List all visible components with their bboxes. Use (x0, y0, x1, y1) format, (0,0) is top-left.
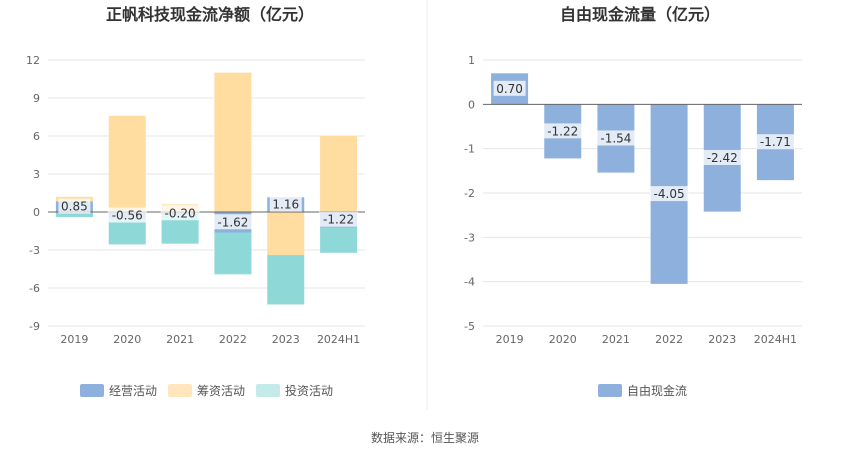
left-bar-investing (55, 212, 93, 218)
right-data-label: -2.42 (707, 151, 738, 165)
right-xtick-label: 2024H1 (754, 333, 797, 346)
left-bar-investing (214, 232, 252, 275)
left-data-label: 0.85 (61, 200, 88, 214)
legend-label-fcf: 自由现金流 (627, 383, 687, 398)
left-xtick-label: 2020 (113, 333, 141, 346)
right-chart-title: 自由现金流量（亿元） (560, 5, 720, 24)
legend-label-investing: 投资活动 (285, 383, 333, 398)
left-data-label-bg (213, 214, 253, 230)
legend-label-operating: 经营活动 (109, 384, 157, 398)
left-ytick-label: -9 (29, 320, 40, 333)
left-data-label: -1.62 (217, 215, 248, 229)
right-chart-legend: 自由现金流 (598, 383, 687, 398)
legend-item-fcf[interactable]: 自由现金流 (598, 383, 687, 398)
left-bar-investing (320, 227, 358, 253)
legend-item-operating[interactable]: 经营活动 (80, 384, 157, 398)
right-xtick-label: 2020 (549, 333, 577, 346)
left-bar-investing (267, 255, 305, 305)
left-xtick-label: 2023 (272, 333, 300, 346)
legend-item-financing[interactable]: 筹资活动 (168, 384, 245, 398)
right-data-label: -1.71 (760, 135, 791, 149)
right-data-label-bg (543, 123, 583, 139)
left-bar-financing (320, 136, 358, 212)
right-xtick-label: 2022 (655, 333, 683, 346)
left-data-label-bg (319, 211, 359, 227)
left-ytick-label: -6 (29, 282, 40, 295)
right-ytick-label: 1 (468, 54, 475, 67)
left-ytick-label: 12 (26, 54, 40, 67)
right-data-label-bg (596, 130, 636, 146)
left-data-label-bg (58, 198, 91, 214)
data-source: 数据来源：恒生聚源 (371, 430, 479, 445)
left-data-label-bg (269, 196, 302, 212)
left-data-label: -0.20 (165, 206, 196, 220)
left-data-label-bg (107, 207, 147, 223)
left-bar-investing (108, 219, 146, 245)
right-ytick-label: -2 (464, 187, 475, 200)
left-ytick-label: 3 (33, 168, 40, 181)
left-data-label: -1.22 (323, 213, 354, 227)
legend-swatch-financing (168, 384, 192, 397)
left-bar-financing (214, 72, 252, 213)
left-xtick-label: 2021 (166, 333, 194, 346)
left-chart-plot: 12 9 6 3 0 -3 -6 -9 2019 2020 2021 2022 2023 2024H1 0.… (26, 54, 365, 346)
left-data-label: -0.56 (112, 209, 143, 223)
right-chart-plot: 1 0 -1 -2 -3 -4 -5 2019 2020 2021 2022 2023 2024H1 0.… (464, 54, 802, 346)
legend-swatch-investing (256, 384, 280, 397)
legend-item-investing[interactable]: 投资活动 (256, 383, 333, 398)
right-data-label-bg (649, 186, 689, 202)
left-ytick-label: -3 (29, 244, 40, 257)
left-chart-title: 正帆科技现金流净额（亿元） (106, 5, 314, 24)
left-ytick-label: 9 (33, 92, 40, 105)
left-xtick-label: 2022 (219, 333, 247, 346)
left-ytick-label: 0 (33, 206, 40, 219)
legend-swatch-operating (80, 384, 104, 397)
left-data-label-bg (160, 205, 200, 221)
right-xtick-label: 2019 (496, 333, 524, 346)
legend-swatch-fcf (598, 384, 622, 397)
right-xtick-label: 2021 (602, 333, 630, 346)
right-data-label: 0.70 (496, 82, 523, 96)
right-xtick-label: 2023 (708, 333, 736, 346)
legend-label-financing: 筹资活动 (197, 384, 245, 398)
left-chart-legend: 经营活动 筹资活动 投资活动 (80, 383, 333, 398)
left-xtick-label: 2024H1 (317, 333, 360, 346)
right-ytick-label: 0 (468, 98, 475, 111)
right-ytick-label: -1 (464, 143, 475, 156)
left-ytick-label: 6 (33, 130, 40, 143)
left-bar-financing (267, 212, 305, 256)
left-xtick-label: 2019 (60, 333, 88, 346)
right-ytick-label: -3 (464, 231, 475, 244)
right-data-label: -1.22 (547, 124, 578, 138)
right-data-label-bg (493, 80, 526, 96)
right-data-label-bg (702, 149, 742, 165)
right-data-label: -1.54 (600, 131, 631, 145)
right-ytick-label: -5 (464, 320, 475, 333)
right-data-label-bg (755, 134, 795, 150)
left-data-label: 1.16 (272, 198, 299, 212)
left-bar-financing (108, 115, 146, 212)
right-ytick-label: -4 (464, 276, 475, 289)
right-data-label: -4.05 (654, 187, 685, 201)
